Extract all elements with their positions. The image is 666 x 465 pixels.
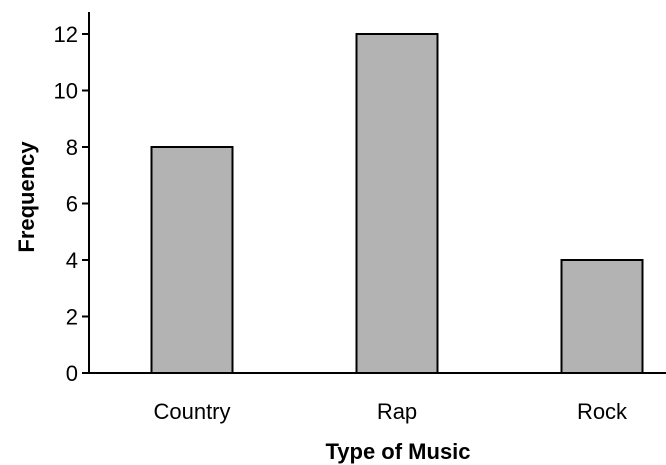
- y-tick-label: 8: [66, 135, 78, 160]
- y-tick-label: 0: [66, 361, 78, 386]
- bar-rap: [355, 33, 439, 374]
- bar-country: [150, 146, 234, 374]
- y-tick-label: 12: [54, 22, 78, 47]
- y-tick-label: 2: [66, 305, 78, 330]
- x-axis-category-labels: Country Rap Rock: [153, 399, 628, 424]
- bars-group: [150, 33, 644, 374]
- y-tick-label: 10: [54, 79, 78, 104]
- y-tick-label: 4: [66, 248, 78, 273]
- y-axis-ticks: 0 2 4 6 8 10 12: [54, 22, 89, 386]
- y-tick-label: 6: [66, 192, 78, 217]
- axes-group: [88, 12, 666, 374]
- x-axis-title: Type of Music: [325, 439, 470, 464]
- bar-rock: [560, 259, 644, 374]
- y-axis-title: Frequency: [14, 141, 39, 253]
- x-category-label-country: Country: [153, 399, 230, 424]
- x-category-label-rap: Rap: [377, 399, 417, 424]
- x-category-label-rock: Rock: [577, 399, 628, 424]
